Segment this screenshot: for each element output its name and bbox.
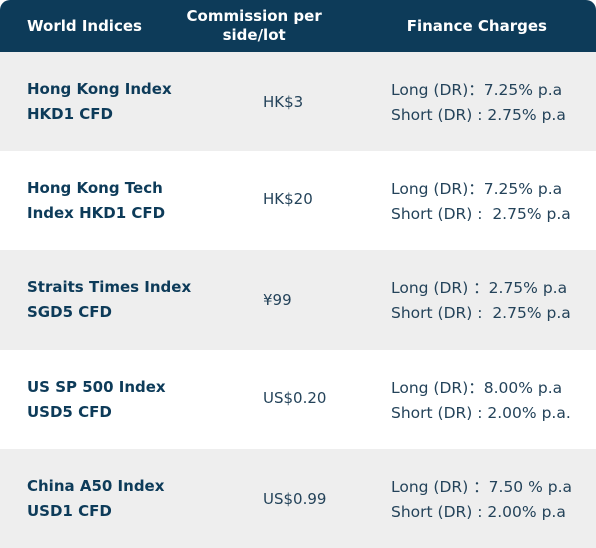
- short-rate: Short (DR) : 2.00% p.a.: [391, 403, 571, 422]
- table-row: Hong Kong Index HKD1 CFD HK$3 Long (DR)：…: [0, 52, 596, 152]
- finance-charges: Long (DR) ：7.50 % p.a Short (DR) : 2.00% …: [391, 475, 572, 525]
- short-rate: Short (DR) : 2.75% p.a: [391, 205, 571, 224]
- table-row: Straits Times Index SGD5 CFD ¥99 Long (D…: [0, 250, 596, 350]
- table-header: World Indices Commission per side/lot Fi…: [0, 0, 596, 52]
- finance-charges: Long (DR)：7.25% p.a Short (DR) : 2.75% p.…: [391, 177, 571, 227]
- index-name: China A50 Index USD1 CFD: [27, 476, 165, 520]
- table-row: Hong Kong Tech Index HKD1 CFD HK$20 Long…: [0, 151, 596, 251]
- index-name: US SP 500 Index USD5 CFD: [27, 377, 166, 421]
- index-name: Hong Kong Tech Index HKD1 CFD: [27, 179, 166, 223]
- commission-value: HK$20: [263, 190, 313, 209]
- table-row: US SP 500 Index USD5 CFD US$0.20 Long (D…: [0, 349, 596, 449]
- table-row: China A50 Index USD1 CFD US$0.99 Long (D…: [0, 448, 596, 548]
- short-rate: Short (DR) : 2.75% p.a: [391, 106, 566, 124]
- index-name: Hong Kong Index HKD1 CFD: [27, 80, 172, 123]
- finance-charges: Long (DR)：7.25% p.a Short (DR) : 2.75% p.…: [391, 78, 566, 128]
- short-rate: Short (DR) : 2.00% p.a: [391, 502, 566, 521]
- long-rate: Long (DR)：7.25% p.a: [391, 180, 563, 199]
- index-name: Straits Times Index SGD5 CFD: [27, 278, 192, 322]
- short-rate: Short (DR) : 2.75% p.a: [391, 304, 571, 323]
- long-rate: Long (DR)：8.00% p.a: [391, 378, 563, 397]
- long-rate: Long (DR) ：7.50 % p.a: [391, 477, 573, 496]
- commission-value: HK$3: [263, 93, 304, 111]
- commission-value: US$0.20: [263, 388, 327, 407]
- header-commission: Commission per side/lot: [186, 7, 322, 44]
- finance-charges: Long (DR) ：2.75% p.a Short (DR) : 2.75% p…: [391, 276, 571, 326]
- header-finance-charges: Finance Charges: [406, 17, 547, 35]
- commission-value: US$0.99: [263, 489, 327, 508]
- commission-value: ¥99: [263, 291, 292, 310]
- header-world-indices: World Indices: [27, 17, 142, 35]
- finance-charges: Long (DR)：8.00% p.a Short (DR) : 2.00% p.…: [391, 376, 571, 426]
- long-rate: Long (DR)：7.25% p.a: [391, 81, 563, 99]
- long-rate: Long (DR) ：2.75% p.a: [391, 279, 568, 298]
